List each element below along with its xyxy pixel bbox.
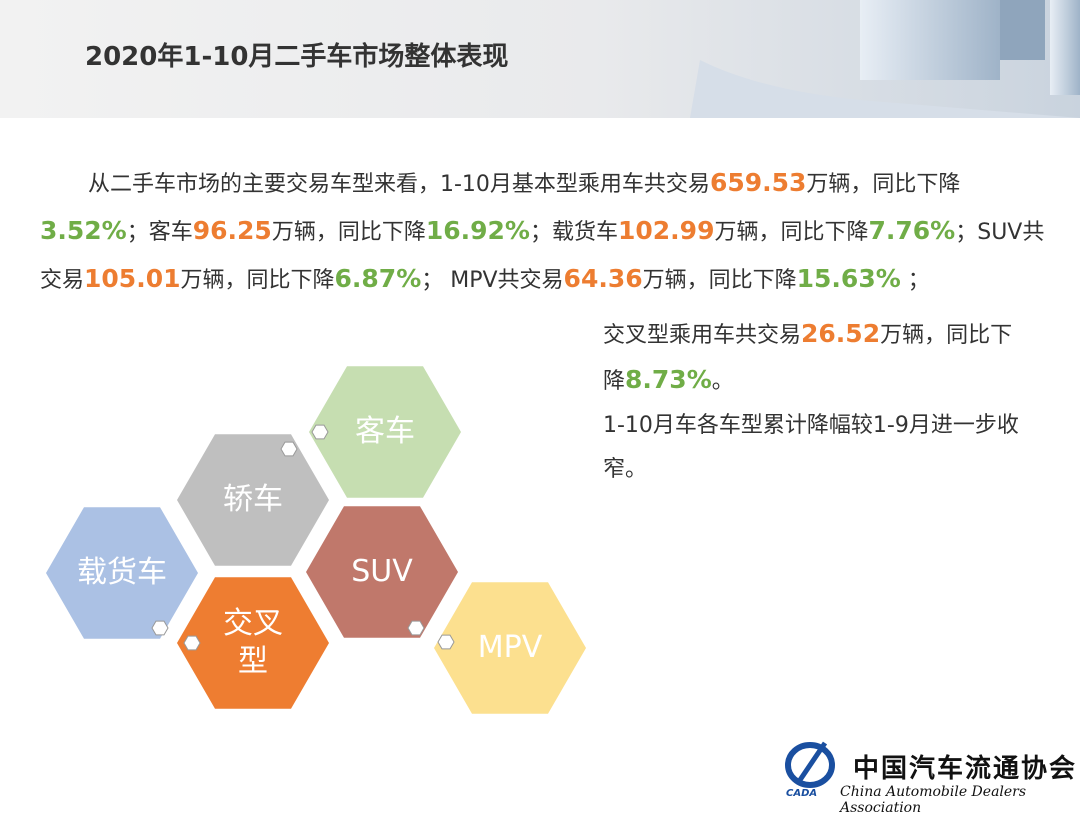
banner bbox=[0, 0, 1080, 118]
text-run: 万辆，同比下降 bbox=[603, 323, 1013, 394]
hexagon-label: 载货车 bbox=[77, 555, 167, 590]
text-run: 万辆，同比下降 bbox=[642, 268, 797, 293]
hexagon-dot bbox=[183, 635, 201, 651]
highlight-number: 26.52 bbox=[801, 319, 881, 348]
highlight-number: 8.73% bbox=[625, 365, 712, 394]
hexagon bbox=[309, 366, 461, 498]
text-run: 万辆，同比下降 bbox=[271, 220, 426, 245]
side-text: 交叉型乘用车共交易26.52万辆，同比下降8.73%。 bbox=[603, 312, 1033, 404]
highlight-number: 64.36 bbox=[563, 264, 643, 293]
hexagon-dot bbox=[151, 620, 169, 636]
highlight-number: 96.25 bbox=[192, 216, 272, 245]
side-note: 1-10月车各车型累计降幅较1-9月进一步收窄。 bbox=[603, 413, 1019, 482]
hexagon bbox=[306, 506, 458, 638]
hexagon bbox=[434, 582, 586, 714]
hexagon-dot bbox=[311, 424, 329, 440]
hexagon-label: MPV bbox=[477, 630, 543, 665]
logo-icon bbox=[785, 741, 835, 788]
highlight-number: 3.52% bbox=[40, 216, 127, 245]
page-title: 2020年1-10月二手车市场整体表现 bbox=[85, 42, 509, 72]
highlight-number: 105.01 bbox=[84, 264, 181, 293]
text-run: ；SUV共交易 bbox=[40, 220, 1045, 293]
text-run: 。 bbox=[711, 369, 734, 394]
hexagon-label: 交叉型 bbox=[223, 606, 283, 679]
highlight-number: 7.76% bbox=[868, 216, 956, 245]
text-run: 万辆，同比下降 bbox=[714, 220, 869, 245]
hexagon-label: SUV bbox=[351, 554, 413, 589]
highlight-number: 6.87% bbox=[334, 264, 422, 293]
hexagon-dot bbox=[280, 441, 298, 457]
text-run: 万辆，同比下降 bbox=[180, 268, 335, 293]
side-paragraph: 交叉型乘用车共交易26.52万辆，同比下降8.73%。 1-10月车各车型累计降幅… bbox=[603, 312, 1033, 492]
hexagon-label: 客车 bbox=[355, 414, 415, 449]
text-run: ；客车 bbox=[126, 220, 193, 245]
logo-mark: CADA bbox=[786, 788, 818, 799]
hexagon bbox=[46, 507, 198, 639]
hexagon-dot bbox=[437, 634, 455, 650]
hexagon-dot bbox=[407, 620, 425, 636]
hexagon-label: 轿车 bbox=[223, 482, 283, 517]
highlight-number: 102.99 bbox=[618, 216, 715, 245]
text-run: 交叉型乘用车共交易 bbox=[603, 323, 802, 348]
text-run: ； MPV共交易 bbox=[421, 268, 564, 293]
hexagon bbox=[177, 577, 329, 709]
text-run: 从二手车市场的主要交易车型来看，1-10月基本型乘用车共交易 bbox=[88, 172, 710, 197]
hexagon bbox=[177, 434, 329, 566]
text-run: ； bbox=[900, 268, 930, 293]
logo-name: 中国汽车流通协会 bbox=[853, 754, 1078, 784]
highlight-number: 659.53 bbox=[709, 168, 807, 197]
highlight-number: 15.63% bbox=[796, 264, 901, 293]
text-run: ；载货车 bbox=[529, 220, 618, 245]
intro-paragraph: 从二手车市场的主要交易车型来看，1-10月基本型乘用车共交易659.53万辆，同… bbox=[40, 160, 1050, 304]
text-run: 万辆，同比下降 bbox=[806, 172, 961, 197]
logo-english: China Automobile Dealers Association bbox=[840, 784, 1027, 816]
highlight-number: 16.92% bbox=[425, 216, 530, 245]
banner-art bbox=[690, 0, 1080, 118]
